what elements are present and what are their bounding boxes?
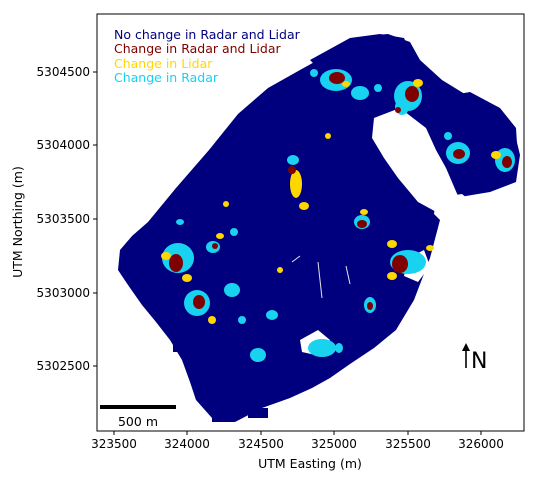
x-tick-label: 324500: [238, 437, 284, 451]
legend-both-change: Change in Radar and Lidar: [114, 41, 281, 56]
legend-radar-change: Change in Radar: [114, 70, 219, 85]
lidar-change-patches: [161, 79, 501, 324]
north-arrow-label: N: [471, 349, 487, 374]
linear-features: [291, 255, 351, 299]
x-axis: [113, 431, 482, 435]
y-tick-label: 5304000: [37, 138, 90, 152]
y-axis: [93, 71, 97, 367]
y-axis-title: UTM Northing (m): [10, 166, 25, 278]
x-tick-labels: 323500 324000 324500 325000 325500 32600…: [91, 437, 504, 451]
map-plot-area: No change in Radar and Lidar Change in R…: [97, 14, 524, 431]
y-tick-label: 5302500: [37, 359, 90, 373]
x-tick-label: 325500: [385, 437, 431, 451]
x-tick-label: 326000: [458, 437, 504, 451]
plot-frame: [96, 13, 525, 432]
y-tick-label: 5303500: [37, 212, 90, 226]
y-tick-labels: 5304500 5304000 5303500 5303000 5302500: [37, 65, 90, 373]
both-change-patches: [169, 72, 512, 310]
x-tick-label: 323500: [91, 437, 137, 451]
legend-no-change: No change in Radar and Lidar: [114, 27, 301, 42]
x-axis-title: UTM Easting (m): [258, 456, 362, 471]
north-arrow: N: [462, 343, 487, 374]
legend: No change in Radar and Lidar Change in R…: [114, 27, 301, 85]
scale-bar-line: [100, 405, 176, 409]
scale-bar-label: 500 m: [118, 414, 158, 429]
y-tick-label: 5303000: [37, 286, 90, 300]
north-arrow-head: [462, 343, 470, 351]
x-tick-label: 325000: [311, 437, 357, 451]
scale-bar: 500 m: [100, 405, 176, 429]
x-tick-label: 324000: [164, 437, 210, 451]
legend-lidar-change: Change in Lidar: [114, 56, 213, 71]
y-tick-label: 5304500: [37, 65, 90, 79]
